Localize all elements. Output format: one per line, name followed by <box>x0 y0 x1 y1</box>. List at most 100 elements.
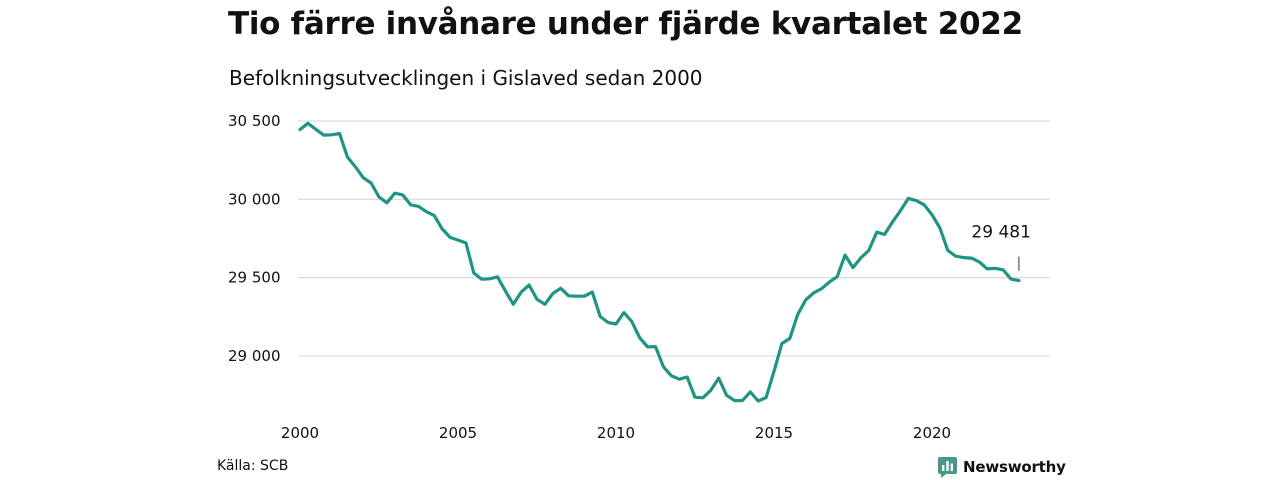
x-axis-tick-labels: 2000 2005 2010 2015 2020 <box>281 424 951 442</box>
data-point <box>828 281 831 284</box>
data-point <box>322 134 325 137</box>
data-point <box>512 303 515 306</box>
data-point <box>393 192 396 195</box>
data-point <box>520 291 523 294</box>
data-point <box>338 132 341 135</box>
x-tick-label: 2000 <box>281 424 319 442</box>
data-point <box>354 165 357 168</box>
data-point <box>464 241 467 244</box>
chart-subtitle: Befolkningsutvecklingen i Gislaved sedan… <box>229 66 703 90</box>
data-point <box>1010 278 1013 281</box>
data-point <box>528 284 531 287</box>
data-point <box>480 278 483 281</box>
data-point <box>844 254 847 257</box>
data-point <box>725 394 728 397</box>
data-point <box>559 287 562 290</box>
data-point <box>441 227 444 230</box>
y-tick-label: 30 000 <box>228 190 281 208</box>
data-point <box>994 267 997 270</box>
data-point <box>773 370 776 373</box>
y-tick-label: 29 500 <box>228 269 281 287</box>
data-point <box>733 399 736 402</box>
data-point <box>899 209 902 212</box>
series-line <box>298 121 1021 403</box>
data-point <box>883 233 886 236</box>
data-point <box>678 378 681 381</box>
data-point <box>946 249 949 252</box>
data-point <box>875 231 878 234</box>
data-point <box>622 311 625 314</box>
data-point <box>852 266 855 269</box>
gridlines <box>298 120 1050 357</box>
data-point <box>567 294 570 297</box>
data-point <box>630 320 633 323</box>
data-point <box>812 292 815 295</box>
data-point <box>654 345 657 348</box>
data-point <box>923 203 926 206</box>
data-point <box>504 290 507 293</box>
data-point <box>449 236 452 239</box>
data-point <box>907 197 910 200</box>
data-point <box>330 133 333 136</box>
data-point <box>804 299 807 302</box>
y-tick-label: 30 500 <box>228 112 281 130</box>
data-point <box>299 128 302 131</box>
data-point <box>694 396 697 399</box>
data-point <box>583 295 586 298</box>
data-point <box>788 337 791 340</box>
brand-logo[interactable]: Newsworthy <box>938 456 1066 478</box>
chart-title: Tio färre invånare under fjärde kvartale… <box>228 6 1023 42</box>
data-point <box>488 277 491 280</box>
data-point <box>986 267 989 270</box>
data-point <box>1002 268 1005 271</box>
data-point <box>820 287 823 290</box>
data-point <box>1017 279 1020 282</box>
y-tick-label: 29 000 <box>228 347 281 365</box>
data-point <box>938 227 941 230</box>
series-group <box>298 121 1021 403</box>
data-point <box>362 176 365 179</box>
data-point <box>701 396 704 399</box>
data-point <box>306 122 309 125</box>
data-point <box>709 389 712 392</box>
data-point <box>717 377 720 380</box>
x-tick-label: 2020 <box>913 424 951 442</box>
data-point <box>891 220 894 223</box>
data-point <box>749 391 752 394</box>
data-point <box>346 156 349 159</box>
data-point <box>457 239 460 242</box>
annotation-group: 29 481 <box>971 223 1031 271</box>
data-point <box>425 210 428 213</box>
source-note: Källa: SCB <box>217 458 289 474</box>
data-point <box>954 255 957 258</box>
data-point <box>370 182 373 185</box>
data-point <box>536 298 539 301</box>
newsworthy-logo-icon <box>938 456 957 478</box>
data-point <box>670 374 673 377</box>
data-point <box>780 342 783 345</box>
data-point <box>599 315 602 318</box>
data-point <box>662 365 665 368</box>
data-point <box>417 205 420 208</box>
data-point <box>638 336 641 339</box>
x-tick-label: 2015 <box>755 424 793 442</box>
brand-name: Newsworthy <box>963 458 1066 476</box>
data-point <box>551 292 554 295</box>
data-point <box>314 128 317 131</box>
data-point <box>970 257 973 260</box>
data-point <box>836 275 839 278</box>
data-point <box>575 295 578 298</box>
data-point <box>931 213 934 216</box>
x-tick-label: 2010 <box>597 424 635 442</box>
data-point <box>915 199 918 202</box>
data-point <box>757 400 760 403</box>
data-point <box>385 201 388 204</box>
data-point <box>543 303 546 306</box>
data-point <box>962 256 965 259</box>
data-point <box>409 203 412 206</box>
data-point <box>686 376 689 379</box>
data-point <box>472 272 475 275</box>
data-point <box>741 399 744 402</box>
data-point <box>646 345 649 348</box>
